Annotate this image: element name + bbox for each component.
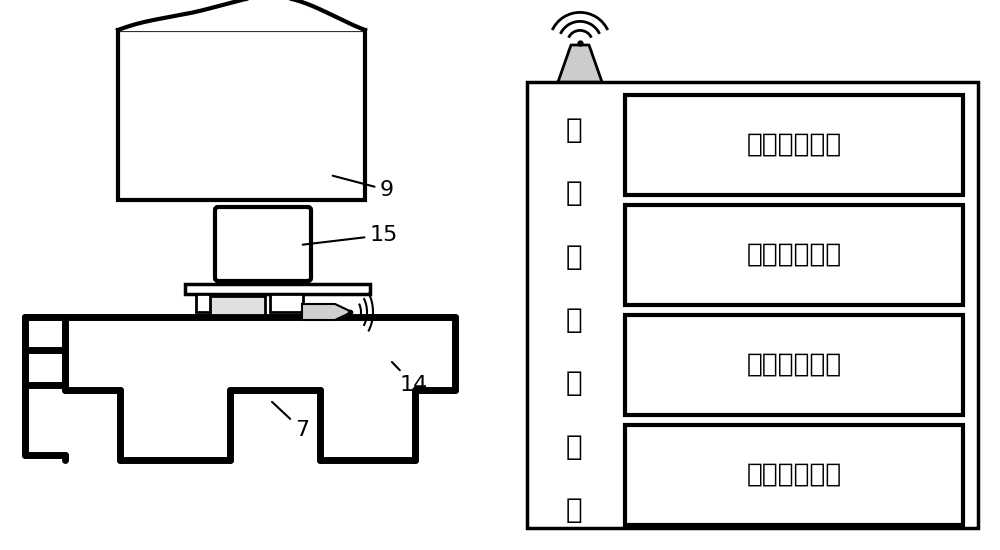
FancyBboxPatch shape	[215, 207, 311, 281]
Bar	[527, 82, 978, 528]
Ellipse shape	[558, 73, 602, 83]
Text: 箱: 箱	[566, 496, 582, 524]
Text: 9: 9	[333, 175, 394, 200]
Text: 7: 7	[272, 402, 309, 440]
Text: 携: 携	[566, 179, 582, 207]
Text: 数据显示单元: 数据显示单元	[746, 462, 842, 488]
Polygon shape	[302, 304, 352, 320]
Bar	[196, 294, 229, 312]
Text: 数据接收单元: 数据接收单元	[746, 132, 842, 158]
Text: 数据存储单元: 数据存储单元	[746, 352, 842, 378]
Bar	[185, 284, 370, 294]
Bar	[625, 95, 963, 195]
Text: 数据处理单元: 数据处理单元	[746, 242, 842, 268]
Text: 式: 式	[566, 243, 582, 271]
Text: 便: 便	[566, 116, 582, 144]
Text: 重: 重	[566, 370, 582, 397]
Text: 14: 14	[392, 362, 428, 395]
Text: 机: 机	[566, 433, 582, 461]
Bar	[118, 30, 365, 200]
Bar	[625, 315, 963, 415]
Bar	[625, 425, 963, 525]
Bar	[270, 294, 303, 312]
Bar	[210, 296, 265, 315]
Text: 称: 称	[566, 306, 582, 334]
Text: 15: 15	[303, 225, 398, 245]
Polygon shape	[558, 45, 602, 82]
Bar	[625, 205, 963, 305]
